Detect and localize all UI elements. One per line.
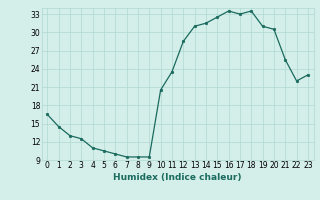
X-axis label: Humidex (Indice chaleur): Humidex (Indice chaleur) xyxy=(113,173,242,182)
